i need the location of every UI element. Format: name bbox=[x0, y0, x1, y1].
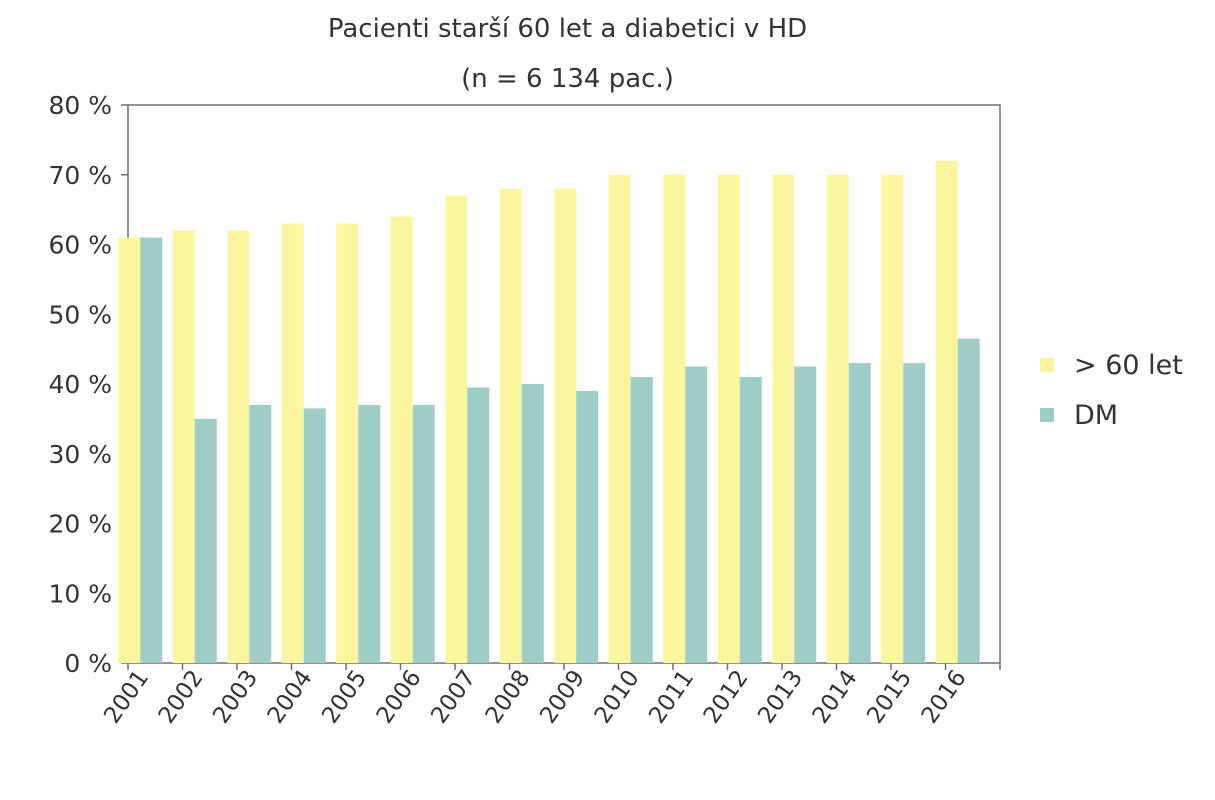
x-tick-label-2002: 2002 bbox=[154, 666, 209, 729]
x-tick-label-2009: 2009 bbox=[535, 666, 590, 729]
y-tick-label: 30 % bbox=[48, 440, 112, 469]
y-tick-label: 70 % bbox=[48, 161, 112, 190]
bar-dm-2016 bbox=[957, 338, 980, 663]
x-tick-label-2003: 2003 bbox=[208, 666, 263, 729]
x-tick-label-2016: 2016 bbox=[917, 666, 972, 729]
y-tick-label: 40 % bbox=[48, 370, 112, 399]
bar-dm-2010 bbox=[630, 377, 653, 663]
bar-dm-2011 bbox=[685, 366, 708, 663]
bar-dm-2012 bbox=[739, 377, 762, 663]
bar-over-60-2010 bbox=[608, 174, 631, 663]
bar-over-60-2001 bbox=[118, 237, 141, 663]
x-tick-label-2013: 2013 bbox=[753, 666, 808, 729]
bar-over-60-2005 bbox=[336, 223, 359, 663]
bar-dm-2005 bbox=[358, 404, 381, 663]
legend-item-over-60: > 60 let bbox=[1040, 340, 1183, 390]
bar-over-60-2015 bbox=[881, 174, 904, 663]
y-tick-label: 80 % bbox=[48, 91, 112, 120]
bar-over-60-2003 bbox=[227, 230, 250, 664]
bar-dm-2014 bbox=[848, 363, 871, 663]
x-tick-label-2011: 2011 bbox=[644, 666, 699, 729]
bar-over-60-2006 bbox=[390, 216, 413, 663]
bar-over-60-2008 bbox=[499, 188, 522, 663]
x-tick-label-2008: 2008 bbox=[481, 666, 536, 729]
bar-dm-2015 bbox=[903, 363, 926, 663]
y-tick-label: 20 % bbox=[48, 510, 112, 539]
bar-dm-2003 bbox=[249, 404, 272, 663]
x-tick-label-2004: 2004 bbox=[263, 666, 318, 729]
x-tick-label-2005: 2005 bbox=[317, 666, 372, 729]
bar-dm-2009 bbox=[576, 390, 599, 663]
bar-over-60-2013 bbox=[772, 174, 795, 663]
y-tick-label: 10 % bbox=[48, 579, 112, 608]
bar-over-60-2007 bbox=[445, 195, 468, 664]
legend-swatch-dm bbox=[1040, 408, 1054, 422]
x-tick-label-2014: 2014 bbox=[808, 666, 863, 729]
bar-over-60-2012 bbox=[717, 174, 740, 663]
bar-dm-2001 bbox=[140, 237, 163, 663]
legend-swatch-over-60 bbox=[1040, 358, 1054, 372]
x-tick-label-2012: 2012 bbox=[699, 666, 754, 729]
bar-dm-2013 bbox=[794, 366, 817, 663]
legend: > 60 let DM bbox=[1040, 340, 1183, 440]
chart-subtitle: (n = 6 134 pac.) bbox=[461, 64, 674, 94]
legend-item-dm: DM bbox=[1040, 390, 1183, 440]
y-tick-label: 50 % bbox=[48, 300, 112, 329]
x-tick-label-2007: 2007 bbox=[426, 666, 481, 729]
legend-label-dm: DM bbox=[1074, 399, 1119, 431]
legend-label-over-60: > 60 let bbox=[1074, 349, 1183, 381]
y-tick-label: 60 % bbox=[48, 231, 112, 260]
bar-dm-2008 bbox=[521, 384, 544, 663]
bar-dm-2002 bbox=[194, 418, 217, 663]
bar-over-60-2009 bbox=[554, 188, 577, 663]
bar-dm-2006 bbox=[412, 404, 435, 663]
bar-over-60-2014 bbox=[826, 174, 849, 663]
x-tick-label-2015: 2015 bbox=[862, 666, 917, 729]
bar-dm-2004 bbox=[303, 408, 326, 663]
y-tick-label: 0 % bbox=[64, 649, 112, 678]
bar-over-60-2011 bbox=[663, 174, 686, 663]
bar-over-60-2002 bbox=[172, 230, 195, 664]
bar-over-60-2016 bbox=[935, 160, 958, 664]
bar-over-60-2004 bbox=[281, 223, 304, 663]
x-tick-label-2010: 2010 bbox=[590, 666, 645, 729]
chart-title: Pacienti starší 60 let a diabetici v HD bbox=[327, 14, 808, 44]
x-tick-label-2006: 2006 bbox=[372, 666, 427, 729]
bar-dm-2007 bbox=[467, 387, 490, 663]
